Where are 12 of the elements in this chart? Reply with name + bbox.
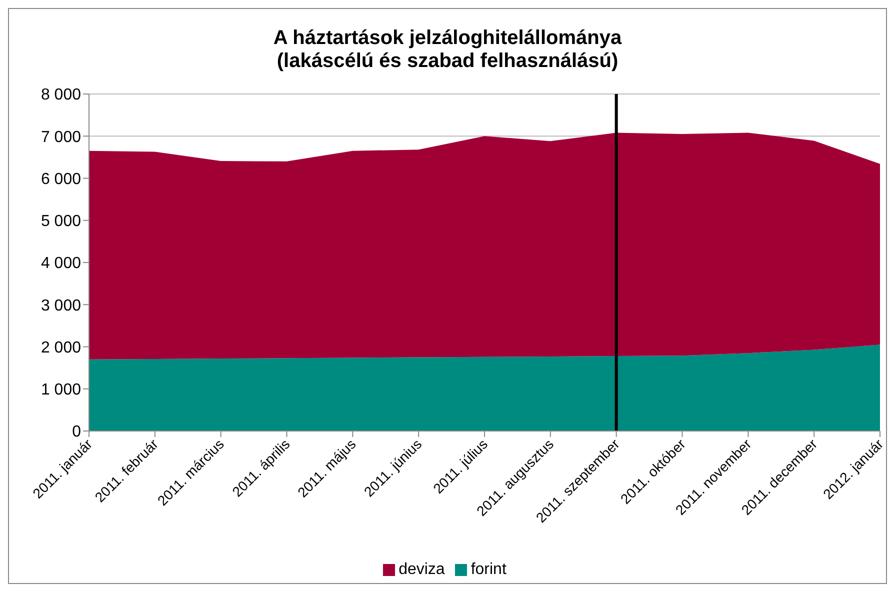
y-tick-label: 7 000: [40, 128, 82, 146]
y-tick-label: 1 000: [40, 382, 82, 399]
y-tick-label: 0: [72, 424, 82, 441]
y-tick-label: 6 000: [40, 170, 82, 188]
y-tick-label: 5 000: [40, 213, 82, 230]
y-tick-label: 3 000: [40, 297, 82, 314]
legend-label: forint: [470, 561, 506, 578]
chart-title: A háztartások jelzáloghitelállománya (lakáscélú és szabad felhasználású): [272, 27, 623, 73]
y-tick-label: 2 000: [40, 339, 82, 356]
y-tick-label: 8 000: [40, 86, 82, 104]
legend-label: deviza: [398, 561, 445, 578]
y-tick-label: 4 000: [40, 255, 82, 272]
